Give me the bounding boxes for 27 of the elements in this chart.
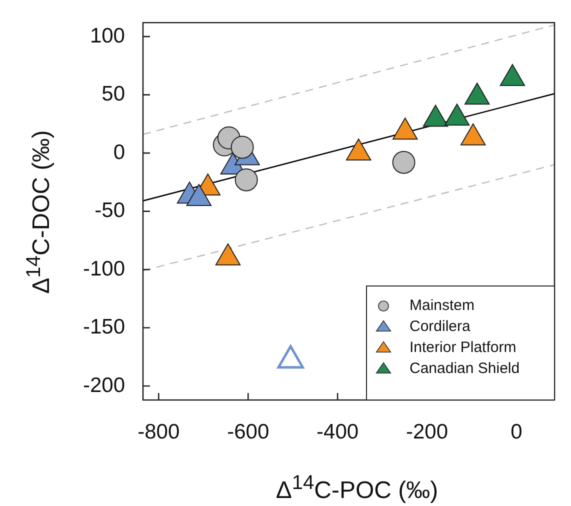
legend-label: Mainstem <box>410 297 475 314</box>
point <box>422 104 448 127</box>
y-tick-label: 0 <box>113 140 125 164</box>
x-tick-label: -600 <box>227 420 270 444</box>
y-tick-label: -50 <box>94 199 125 222</box>
y-tick-label: -100 <box>82 257 125 280</box>
x-tick-label: -200 <box>406 420 448 444</box>
x-tick-label: -800 <box>138 420 180 444</box>
point <box>346 138 372 161</box>
point <box>500 64 526 86</box>
legend-label: Cordilera <box>410 318 472 336</box>
point <box>444 104 470 126</box>
point <box>460 123 486 146</box>
x-tick-label: 0 <box>510 420 522 444</box>
y-tick-label: -150 <box>82 316 125 339</box>
point <box>392 118 418 140</box>
x-axis-title: Δ$^{14}$C-POC (‰) <box>274 471 440 506</box>
point <box>186 184 212 206</box>
x-tick-label: -400 <box>316 420 359 444</box>
point <box>464 82 490 105</box>
legend-label: Interior Platform <box>410 339 516 356</box>
legend-label: Canadian Shield <box>410 360 520 378</box>
point <box>215 243 241 266</box>
y-tick-label: 50 <box>102 82 125 106</box>
point <box>277 345 304 369</box>
y-tick-label: 100 <box>90 24 125 48</box>
y-tick-label: -200 <box>82 374 125 397</box>
